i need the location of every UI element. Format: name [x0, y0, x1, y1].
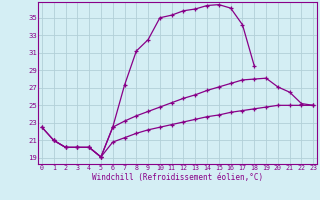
X-axis label: Windchill (Refroidissement éolien,°C): Windchill (Refroidissement éolien,°C) [92, 173, 263, 182]
